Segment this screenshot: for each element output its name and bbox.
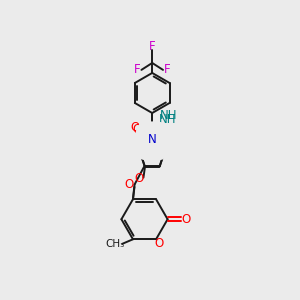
Text: N: N (148, 134, 157, 146)
Text: O: O (134, 172, 143, 185)
Text: NH: NH (159, 113, 177, 126)
Text: O: O (124, 178, 134, 191)
Text: NH: NH (160, 109, 177, 122)
Text: N: N (148, 134, 157, 146)
Text: F: F (149, 40, 155, 53)
Text: O: O (182, 213, 191, 226)
Text: CH₃: CH₃ (106, 239, 125, 249)
Text: F: F (134, 63, 141, 76)
Text: O: O (132, 123, 141, 136)
Text: O: O (130, 121, 140, 134)
Text: N: N (148, 136, 157, 149)
Text: O: O (154, 237, 164, 250)
Text: F: F (164, 63, 170, 76)
